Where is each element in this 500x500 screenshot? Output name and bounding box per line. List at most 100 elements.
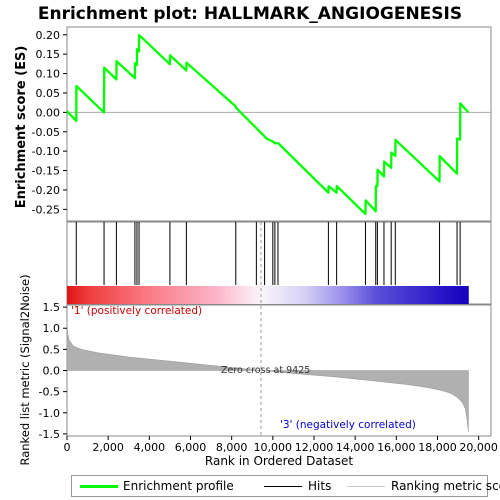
- rank-color-segment: [438, 286, 443, 304]
- ranking-ytick-label: 1.5: [43, 301, 61, 314]
- rank-color-segment: [152, 286, 156, 304]
- rank-color-segment: [240, 286, 244, 304]
- rank-color-segment: [219, 286, 223, 304]
- rank-color-segment: [267, 286, 271, 304]
- rank-color-segment: [369, 286, 373, 304]
- ranking-ytick-label: 1.0: [43, 322, 61, 335]
- rank-color-segment: [281, 286, 285, 304]
- rank-color-segment: [318, 286, 322, 304]
- rank-color-segment: [147, 286, 151, 304]
- ranking-metric-area: [66, 321, 469, 432]
- rank-color-segment: [171, 286, 175, 304]
- rank-color-segment: [337, 286, 341, 304]
- rank-color-segment: [401, 286, 405, 304]
- rank-color-segment: [460, 286, 464, 304]
- rank-color-segment: [436, 286, 440, 304]
- rank-color-segment: [131, 286, 135, 304]
- rank-color-segment: [283, 286, 287, 304]
- rank-color-segment: [168, 286, 172, 304]
- rank-color-segment: [446, 286, 451, 304]
- es-ytick-label: -0.10: [32, 145, 60, 158]
- rank-color-segment: [334, 286, 338, 304]
- rank-color-segment: [323, 286, 327, 304]
- rank-color-segment: [224, 286, 228, 304]
- rank-color-segment: [246, 286, 250, 304]
- rank-color-segment: [420, 286, 424, 304]
- rank-color-segment: [406, 286, 410, 304]
- legend-swatch-ranking-metric: [347, 486, 385, 487]
- rank-color-segment: [230, 286, 234, 304]
- es-ytick-label: 0.15: [36, 48, 61, 61]
- rank-color-segment: [339, 286, 343, 304]
- es-ytick-label: 0.20: [36, 29, 61, 42]
- xtick-label: 6,000: [175, 441, 207, 454]
- rank-color-segment: [457, 286, 461, 304]
- rank-color-segment: [251, 286, 255, 304]
- rank-color-segment: [393, 286, 397, 304]
- rank-color-segment: [380, 286, 384, 304]
- es-plot-frame: [66, 26, 492, 222]
- rank-color-segment: [433, 286, 437, 304]
- rank-color-segment: [163, 286, 167, 304]
- xtick-label: 20,000: [459, 441, 498, 454]
- rank-color-segment: [331, 286, 335, 304]
- xtick-label: 14,000: [336, 441, 375, 454]
- rank-color-segment: [139, 286, 143, 304]
- rank-color-segment: [248, 286, 253, 304]
- rank-color-segment: [96, 286, 100, 304]
- pos-correlated-label: '1' (positively correlated): [71, 305, 202, 317]
- es-ytick-label: -0.20: [32, 184, 60, 197]
- chart-title: Enrichment plot: HALLMARK_ANGIOGENESIS: [38, 4, 462, 24]
- rank-color-segment: [80, 286, 84, 304]
- rank-color-segment: [182, 286, 186, 304]
- rank-color-segment: [222, 286, 226, 304]
- rank-color-segment: [289, 286, 293, 304]
- rank-color-segment: [157, 286, 162, 304]
- rank-color-segment: [366, 286, 370, 304]
- rank-color-segment: [463, 286, 467, 304]
- rank-color-segment: [235, 286, 239, 304]
- ranking-ytick-label: 0.5: [43, 343, 61, 356]
- rank-color-segment: [430, 286, 434, 304]
- rank-color-segment: [125, 286, 129, 304]
- rank-color-segment: [414, 286, 418, 304]
- rank-color-segment: [428, 286, 432, 304]
- rank-color-segment: [299, 286, 303, 304]
- rank-color-segment: [390, 286, 394, 304]
- rank-color-segment: [83, 286, 87, 304]
- ranking-ytick-label: -1.5: [39, 428, 60, 441]
- es-ytick-label: -0.05: [32, 126, 60, 139]
- rank-color-segment: [350, 286, 354, 304]
- rank-color-segment: [382, 286, 386, 304]
- rank-color-segment: [133, 286, 137, 304]
- rank-color-segment: [123, 286, 127, 304]
- rank-color-segment: [286, 286, 290, 304]
- rank-color-segment: [364, 286, 368, 304]
- rank-color-segment: [412, 286, 416, 304]
- rank-color-segment: [112, 286, 116, 304]
- rank-color-segment: [160, 286, 164, 304]
- xtick-label: 12,000: [295, 441, 334, 454]
- rank-color-segment: [211, 286, 215, 304]
- rank-color-segment: [321, 286, 325, 304]
- rank-color-segment: [273, 286, 277, 304]
- rank-color-segment: [388, 286, 392, 304]
- rank-color-segment: [342, 286, 346, 304]
- es-ytick-label: 0.05: [36, 87, 61, 100]
- rank-color-segment: [449, 286, 453, 304]
- rank-color-segment: [75, 286, 79, 304]
- xtick-label: 0: [64, 441, 71, 454]
- zero-cross-label: Zero cross at 9425: [221, 365, 310, 376]
- rank-color-segment: [297, 286, 301, 304]
- rank-color-segment: [310, 286, 314, 304]
- rank-color-segment: [149, 286, 154, 304]
- rank-color-segment: [353, 286, 357, 304]
- rank-color-segment: [216, 286, 220, 304]
- rank-color-segment: [422, 286, 426, 304]
- rank-color-segment: [115, 286, 119, 304]
- rank-color-segment: [141, 286, 145, 304]
- rank-color-segment: [270, 286, 274, 304]
- rank-color-segment: [192, 286, 196, 304]
- rank-color-segment: [238, 286, 242, 304]
